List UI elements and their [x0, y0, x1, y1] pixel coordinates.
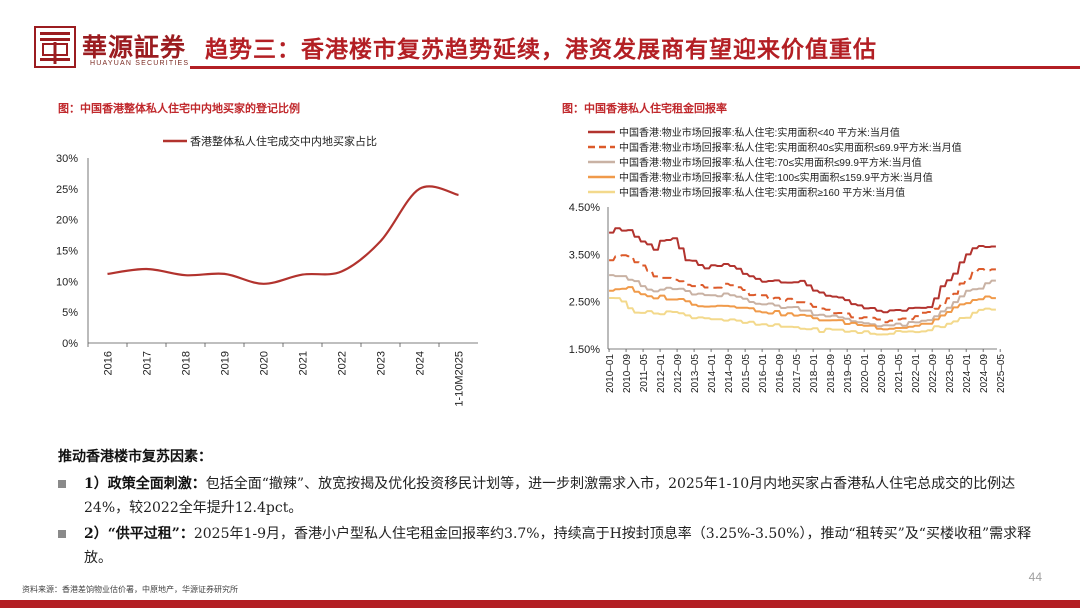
x-tick-label: 2020–01 [860, 354, 871, 393]
logo-text: 華源証券 [82, 33, 187, 62]
page-number: 44 [1028, 570, 1042, 584]
bullet-square-icon [58, 530, 66, 538]
legend-label: 中国香港:物业市场回报率:私人住宅:70≤实用面积≤99.9平方米:当月值 [619, 156, 922, 169]
x-tick-label: 2022–09 [928, 354, 939, 393]
x-tick-label: 2017 [142, 351, 154, 375]
legend-label: 中国香港:物业市场回报率:私人住宅:100≤实用面积≤159.9平方米:当月值 [619, 171, 933, 184]
factor-label: 2）“供平过租”： [84, 526, 194, 542]
x-tick-label: 2010–09 [622, 354, 633, 393]
y-tick-label: 2.50% [569, 297, 600, 309]
logo-subtext: HUAYUAN SECURITIES [90, 60, 190, 67]
legend-label: 中国香港:物业市场回报率:私人住宅:实用面积<40 平方米:当月值 [619, 126, 900, 139]
header-divider [190, 66, 1080, 69]
x-tick-label: 2014–09 [724, 354, 735, 393]
x-tick-label: 2015–05 [741, 354, 752, 393]
factor-body: 包括全面“撤辣”、放宽按揭及优化投资移民计划等，进一步刺激需求入市，2025年1… [84, 476, 1016, 516]
x-tick-label: 2017–05 [792, 354, 803, 393]
legend-label: 中国香港:物业市场回报率:私人住宅:实用面积40≤实用面积≤69.9平方米:当月… [619, 141, 962, 154]
x-tick-label: 2021 [298, 351, 310, 375]
x-tick-label: 2025–05 [996, 354, 1007, 393]
x-tick-label: 2016–09 [775, 354, 786, 393]
page-title: 趋势三：香港楼市复苏趋势延续，港资发展商有望迎来价值重估 [205, 36, 877, 63]
rental-yield-chart: 1.50% 2.50% 3.50% 4.50% 2010–01 2010–09 2011–0… [569, 126, 1007, 393]
series-line [107, 185, 459, 285]
x-tick-label: 2019 [220, 351, 232, 375]
x-tick-label: 2012–09 [673, 354, 684, 393]
x-tick-label: 2014–01 [707, 354, 718, 393]
logo-icon [34, 26, 76, 68]
factor-text: 2）“供平过租”：2025年1-9月，香港小户型私人住宅租金回报率约3.7%，持… [84, 522, 1048, 570]
x-tick-label: 2022 [337, 351, 349, 375]
y-tick-label: 30% [56, 153, 78, 165]
x-tick-label: 2010–01 [605, 354, 616, 393]
x-tick-label: 2019–05 [843, 354, 854, 393]
x-tick-label: 2021–05 [894, 354, 905, 393]
mainland-buyer-share-chart: 0% 5% 10% 15% 20% 25% 30% 2016 2017 2018 2019 2020 2… [56, 134, 478, 407]
x-tick-label: 1-10M2025 [454, 351, 466, 407]
x-tick-label: 2016–01 [758, 354, 769, 393]
y-tick-label: 4.50% [569, 202, 600, 214]
x-tick-label: 2013–05 [690, 354, 701, 393]
footer-bar [0, 600, 1080, 608]
x-tick-label: 2012–01 [656, 354, 667, 393]
bullet-square-icon [58, 480, 66, 488]
x-tick-label: 2016 [103, 351, 115, 375]
x-tick-label: 2020 [259, 351, 271, 375]
y-tick-label: 15% [56, 246, 78, 258]
x-tick-label: 2018 [181, 351, 193, 375]
y-tick-label: 10% [56, 276, 78, 288]
x-tick-label: 2024–09 [979, 354, 990, 393]
series-line [609, 227, 996, 314]
x-tick-label: 2022–01 [911, 354, 922, 393]
chart1-title: 图：中国香港整体私人住宅中内地买家的登记比例 [58, 102, 300, 115]
series-line [609, 254, 996, 324]
factors-heading: 推动香港楼市复苏因素： [58, 449, 212, 465]
header: 華源証券 HUAYUAN SECURITIES 趋势三：香港楼市复苏趋势延续，港… [0, 0, 1080, 74]
y-tick-label: 3.50% [569, 249, 600, 261]
x-tick-label: 2018–01 [809, 354, 820, 393]
x-tick-label: 2024 [415, 351, 427, 375]
series-line [609, 274, 996, 328]
y-tick-label: 5% [62, 307, 78, 319]
chart2-title: 图：中国香港私人住宅租金回报率 [562, 102, 727, 115]
x-tick-label: 2011–05 [639, 354, 650, 393]
x-tick-label: 2023 [376, 351, 388, 375]
y-tick-label: 25% [56, 184, 78, 196]
factor-text: 1）政策全面刺激：包括全面“撤辣”、放宽按揭及优化投资移民计划等，进一步刺激需求… [84, 472, 1048, 520]
factor-item: 2）“供平过租”：2025年1-9月，香港小户型私人住宅租金回报率约3.7%，持… [58, 522, 1048, 570]
y-tick-label: 0% [62, 338, 78, 350]
legend-label: 香港整体私人住宅成交中内地买家占比 [190, 134, 377, 148]
factor-label: 1）政策全面刺激： [84, 476, 206, 492]
factor-item: 1）政策全面刺激：包括全面“撤辣”、放宽按揭及优化投资移民计划等，进一步刺激需求… [58, 472, 1048, 520]
series-line [609, 286, 996, 331]
factor-body: 2025年1-9月，香港小户型私人住宅租金回报率约3.7%，持续高于H按封顶息率… [84, 526, 1032, 566]
series-line [609, 297, 996, 336]
x-tick-label: 2024–01 [962, 354, 973, 393]
x-tick-label: 2023–05 [945, 354, 956, 393]
y-tick-label: 1.50% [569, 344, 600, 356]
y-tick-label: 20% [56, 215, 78, 227]
x-tick-label: 2018–09 [826, 354, 837, 393]
source-note: 资料来源：香港差饷物业估价署，中原地产，华源证券研究所 [22, 585, 238, 594]
legend-label: 中国香港:物业市场回报率:私人住宅:实用面积≥160 平方米:当月值 [619, 186, 905, 199]
x-tick-label: 2020–09 [877, 354, 888, 393]
